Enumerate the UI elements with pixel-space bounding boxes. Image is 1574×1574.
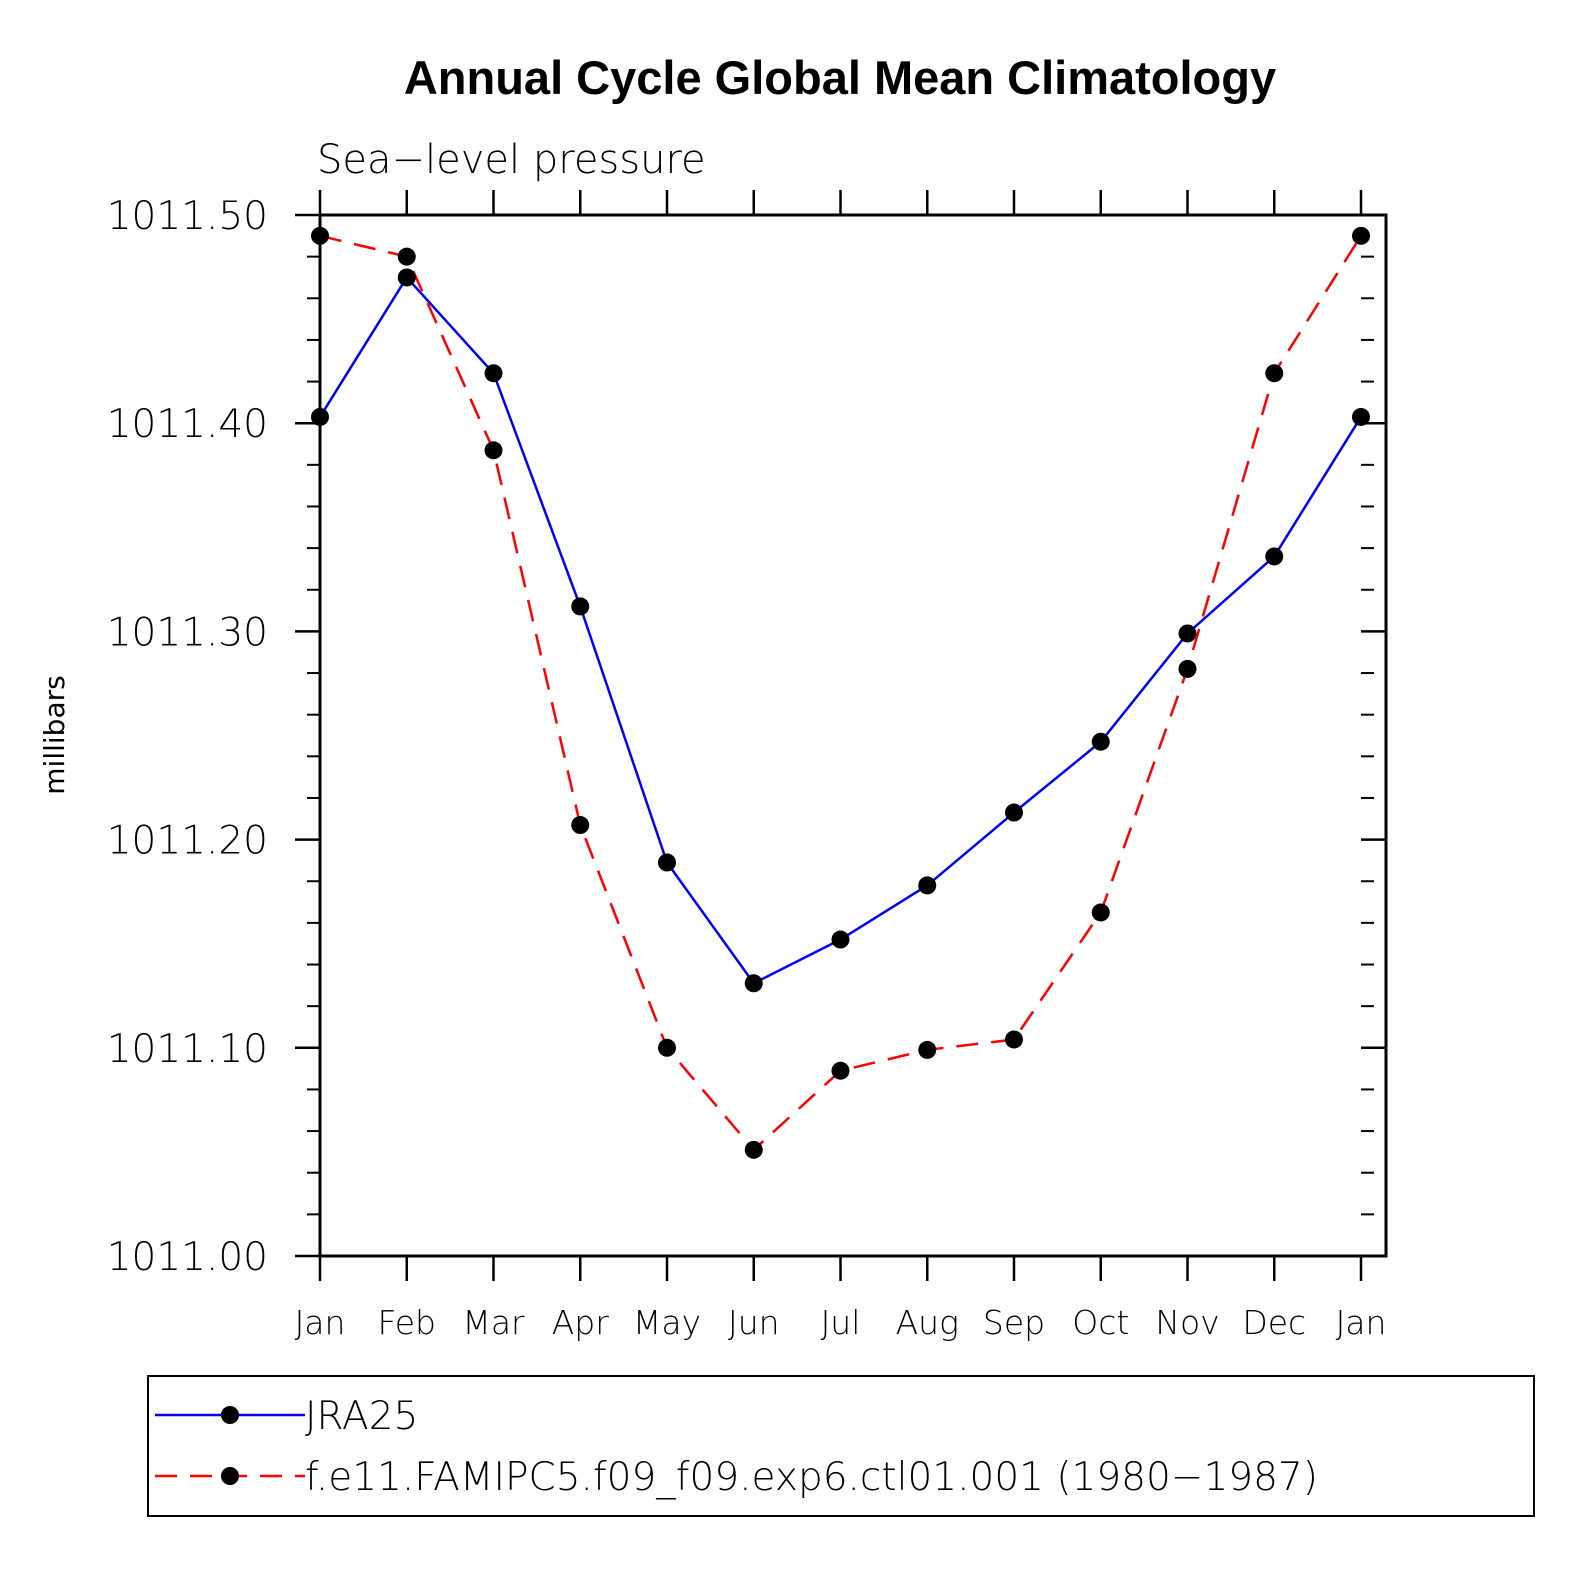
series-1-point xyxy=(571,597,590,616)
series-1-point xyxy=(1352,407,1370,426)
y-tick-label: 1011.50 xyxy=(107,194,268,239)
series-2-point xyxy=(918,1040,937,1059)
x-tick-label: Dec xyxy=(1242,1303,1306,1342)
y-tick-label: 1011.00 xyxy=(107,1235,268,1280)
series-1-point xyxy=(831,930,850,949)
legend-swatch-marker xyxy=(221,1406,239,1424)
y-axis-label: millibars xyxy=(38,675,71,794)
x-tick-label: Jul xyxy=(821,1303,861,1342)
series-2-point xyxy=(397,247,416,266)
y-tick-label: 1011.10 xyxy=(107,1027,268,1072)
series-1-point xyxy=(1178,624,1197,643)
series-2-point xyxy=(831,1061,850,1080)
series-2-point xyxy=(484,441,503,460)
series-1-point xyxy=(744,974,763,993)
legend: JRA25 f.e11.FAMIPC5.f09_f09.exp6.ctl01.00… xyxy=(147,1375,1535,1517)
series-1-point xyxy=(1265,547,1284,566)
x-tick-label: Jan xyxy=(295,1303,346,1342)
series-2-point xyxy=(744,1140,763,1159)
series-2-point xyxy=(1091,903,1110,922)
series-2-point xyxy=(571,816,590,835)
x-tick-label: Jan xyxy=(1336,1303,1387,1342)
series-2-point xyxy=(1178,659,1197,678)
series-1-point xyxy=(1091,732,1110,751)
series-1-point xyxy=(311,407,329,426)
x-tick-label: May xyxy=(633,1303,701,1342)
series-1-point xyxy=(484,364,503,383)
x-tick-label: Nov xyxy=(1155,1303,1219,1342)
y-tick-label: 1011.30 xyxy=(107,610,268,655)
x-tick-label: Oct xyxy=(1072,1303,1129,1342)
series-1-point xyxy=(1005,803,1023,822)
series-line-1 xyxy=(318,275,1363,985)
series-2-point xyxy=(658,1038,676,1057)
x-tick-label: Mar xyxy=(462,1303,525,1342)
legend-label: JRA25 xyxy=(305,1394,418,1439)
x-tick-label: Jun xyxy=(728,1303,780,1342)
y-tick-label: 1011.20 xyxy=(107,819,268,864)
series-line-2 xyxy=(319,234,1363,1152)
plot-axes: Jan Feb Mar Apr May Jun Jul Aug Sep Oct Nov Dec Jan 1… xyxy=(107,190,1388,1342)
legend-label: f.e11.FAMIPC5.f09_f09.exp6.ctl01.001 (19… xyxy=(305,1455,1318,1500)
series-1-point xyxy=(397,268,416,287)
series-1-point xyxy=(658,853,676,872)
x-tick-label: Apr xyxy=(552,1303,610,1342)
legend-box xyxy=(147,1375,1535,1517)
y-tick-label: 1011.40 xyxy=(107,402,268,447)
series-1-point xyxy=(918,876,937,895)
plot-frame xyxy=(318,213,1388,1258)
legend-swatch-marker xyxy=(221,1467,239,1485)
chart-subtitle: Sea−level pressure xyxy=(317,137,706,183)
series-2-point xyxy=(1352,226,1370,245)
x-tick-label: Aug xyxy=(896,1303,959,1342)
series-2-point xyxy=(1265,364,1284,383)
x-tick-label: Feb xyxy=(378,1303,436,1342)
series-2-point xyxy=(1005,1030,1023,1049)
chart-title: Annual Cycle Global Mean Climatology xyxy=(404,51,1276,104)
series-2-point xyxy=(311,226,329,245)
series-layer xyxy=(311,226,1370,1159)
x-tick-label: Sep xyxy=(983,1303,1045,1342)
